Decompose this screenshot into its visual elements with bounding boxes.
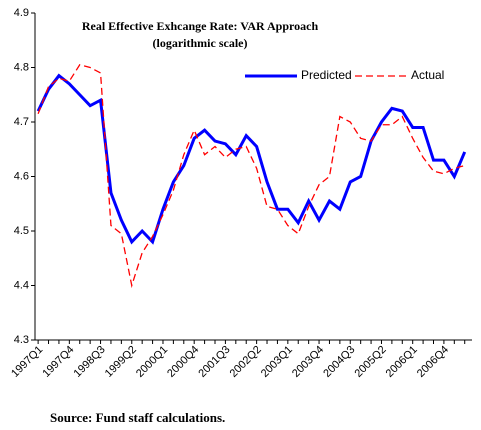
x-tick-label: 2003Q1 (259, 344, 295, 380)
x-tick-label: 1997Q1 (9, 344, 45, 380)
x-tick-label: 1999Q2 (103, 344, 139, 380)
y-tick-label: 4.9 (14, 7, 29, 19)
y-tick-label: 4.3 (14, 334, 29, 346)
x-tick-label: 2005Q2 (352, 344, 388, 380)
chart-title: Real Effective Exhcange Rate: VAR Approa… (82, 19, 319, 33)
y-tick-label: 4.5 (14, 225, 29, 237)
x-tick-label: 1998Q3 (72, 344, 108, 380)
x-tick-label: 2001Q3 (196, 344, 232, 380)
x-tick-label: 1997Q4 (40, 344, 76, 380)
legend-label: Predicted (301, 68, 352, 82)
x-tick-label: 2002Q2 (228, 344, 264, 380)
y-tick-label: 4.7 (14, 116, 29, 128)
source-note: Source: Fund staff calculations. (50, 410, 225, 425)
y-tick-label: 4.4 (14, 279, 29, 291)
legend-label: Actual (411, 68, 444, 82)
series-line (36, 73, 467, 245)
x-tick-label: 2006Q1 (384, 344, 420, 380)
x-tick-label: 2000Q1 (134, 344, 170, 380)
x-tick-label: 2004Q3 (321, 344, 357, 380)
series-line (37, 64, 465, 289)
x-tick-label: 2006Q4 (415, 344, 451, 380)
x-tick-label: 2000Q4 (165, 344, 201, 380)
x-tick-label: 2003Q4 (290, 344, 326, 380)
y-tick-label: 4.8 (14, 61, 29, 73)
y-tick-label: 4.6 (14, 170, 29, 182)
chart-subtitle: (logarithmic scale) (153, 36, 248, 50)
